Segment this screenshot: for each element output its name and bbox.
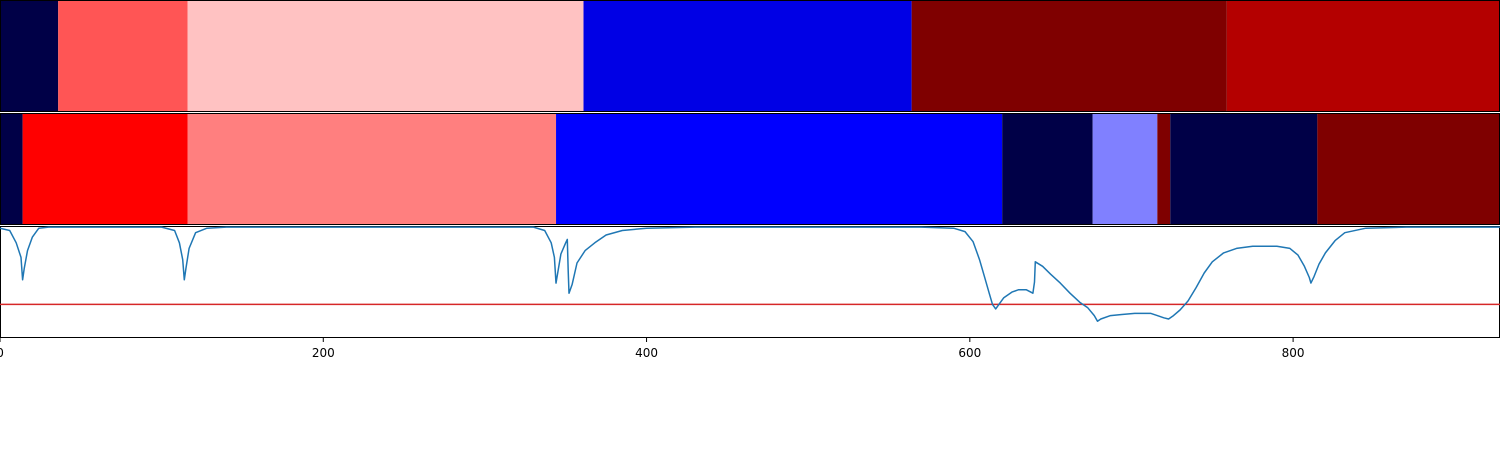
- x-axis: 0 200 400 600 800: [0, 338, 1305, 360]
- segment-1-4: [583, 0, 912, 112]
- segment-1-1: [0, 0, 59, 112]
- segment-1-3: [187, 0, 584, 112]
- segment-2-8: [1170, 113, 1318, 225]
- segment-track-2: [0, 113, 1500, 225]
- line-panel-frame: [0, 226, 1500, 338]
- segment-2-7: [1157, 113, 1171, 225]
- x-tick-label: 0: [0, 346, 4, 360]
- segment-2-9: [1317, 113, 1500, 225]
- segment-2-1: [0, 113, 23, 225]
- x-tick-label: 800: [1282, 346, 1305, 360]
- segment-2-5: [1002, 113, 1093, 225]
- x-tick-label: 600: [958, 346, 981, 360]
- segment-2-2: [22, 113, 188, 225]
- segment-1-2: [58, 0, 188, 112]
- segment-2-6: [1092, 113, 1158, 225]
- segment-track-1: [0, 0, 1500, 112]
- x-tick-label: 400: [635, 346, 658, 360]
- x-tick-label: 200: [312, 346, 335, 360]
- segment-1-6: [1226, 0, 1500, 112]
- series-line: [0, 226, 1500, 322]
- segment-1-5: [911, 0, 1227, 112]
- segment-2-3: [187, 113, 557, 225]
- line-panel: [0, 226, 1500, 338]
- segment-2-4: [556, 113, 1003, 225]
